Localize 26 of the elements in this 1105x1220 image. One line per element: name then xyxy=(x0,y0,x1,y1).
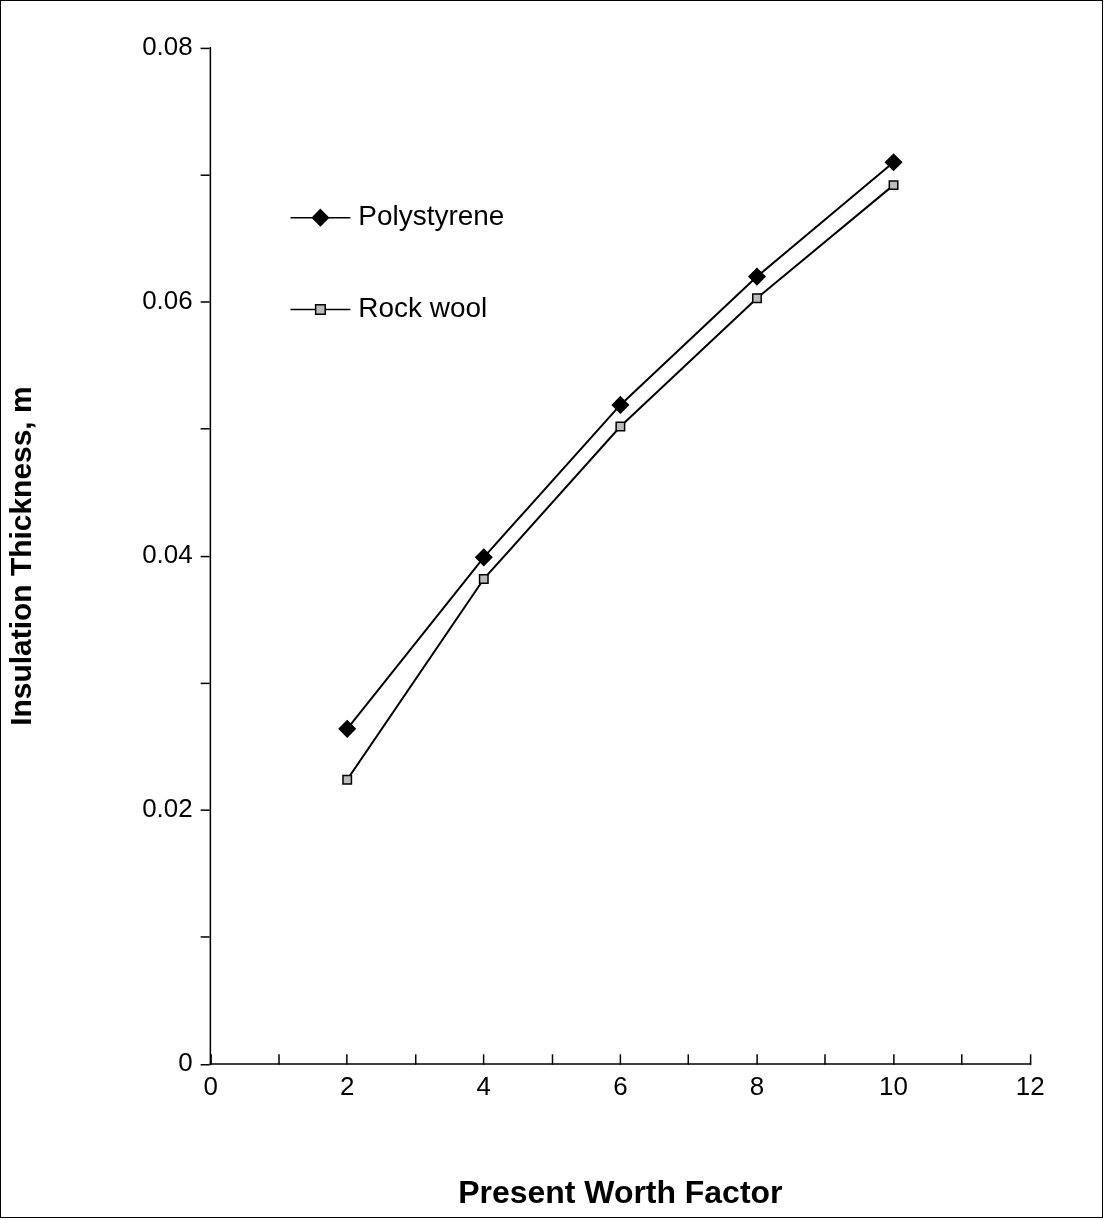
legend-label: Rock wool xyxy=(358,292,488,324)
x-tick-label: 8 xyxy=(749,1071,765,1100)
point xyxy=(751,293,762,304)
x-tick-label: 0 xyxy=(203,1071,218,1100)
point xyxy=(338,720,356,738)
x-tick-label: 12 xyxy=(1015,1071,1045,1100)
point xyxy=(884,153,903,171)
x-tick-label: 2 xyxy=(339,1071,355,1100)
point xyxy=(475,548,493,567)
y-tick-label: 0.02 xyxy=(142,794,193,823)
point xyxy=(615,421,626,432)
point xyxy=(611,396,630,414)
point xyxy=(478,573,489,584)
y-tick-label: 0 xyxy=(178,1048,193,1077)
y-axis-title: Insulation Thickness, m xyxy=(4,386,38,726)
y-tick-label: 0.04 xyxy=(142,540,193,569)
point xyxy=(888,180,899,191)
x-tick-label: 10 xyxy=(879,1071,908,1100)
y-tick-label: 0.06 xyxy=(142,286,193,315)
x-tick-label: 4 xyxy=(476,1071,492,1100)
point xyxy=(748,267,766,286)
legend-label: Polystyrene xyxy=(358,200,505,232)
point xyxy=(342,774,353,785)
x-axis-title: Present Worth Factor xyxy=(458,1173,783,1210)
y-tick-label: 0.08 xyxy=(142,32,193,61)
x-tick-label: 6 xyxy=(613,1071,628,1100)
